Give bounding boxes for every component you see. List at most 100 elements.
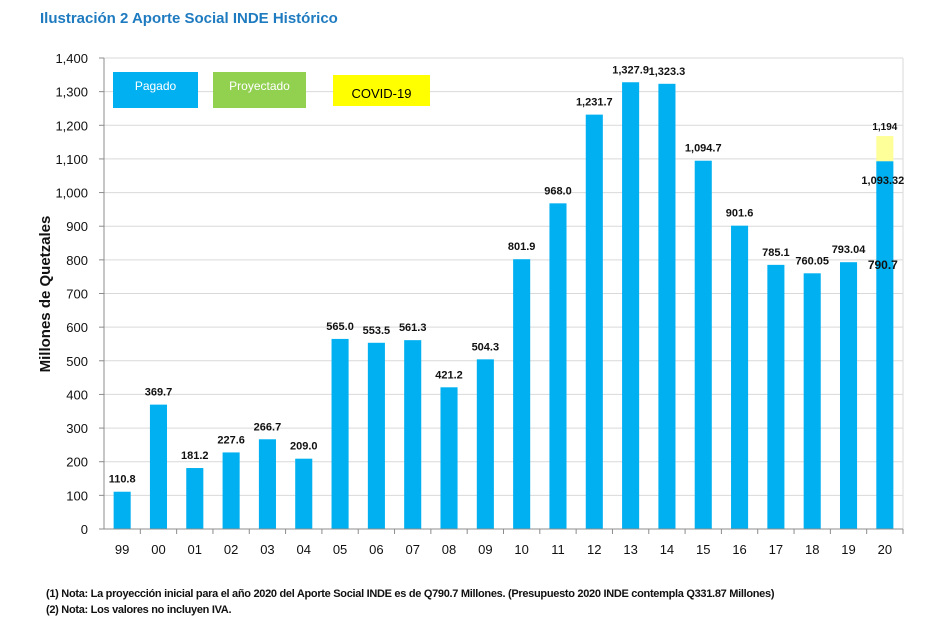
x-tick-label: 05 <box>333 542 347 557</box>
bar-pagado-00 <box>149 404 168 529</box>
legend-label-proyectado: Proyectado <box>229 79 290 93</box>
x-tick-label: 12 <box>587 542 601 557</box>
legend-label-pagado: Pagado <box>135 79 177 93</box>
footnote-2: (2) Nota: Los valores no incluyen IVA. <box>46 604 232 616</box>
legend-swatch-covid-19 <box>333 75 430 106</box>
y-axis-label: Millones de Quetzales <box>37 216 54 373</box>
x-tick-label: 13 <box>623 542 637 557</box>
bar-pagado-08 <box>440 387 458 529</box>
data-labels: 110.8 369.7 181.2 227.6 266.7 209.0 565.0 553.5… <box>109 64 905 485</box>
bar-pagado-20 <box>876 161 894 530</box>
x-tick-label: 00 <box>151 542 165 557</box>
bar-pagado-99 <box>113 491 131 529</box>
x-tick-label: 15 <box>696 542 710 557</box>
data-label: 801.9 <box>508 241 536 253</box>
bar-pagado-16 <box>731 225 749 529</box>
data-label-covid: 1,194 <box>872 122 897 133</box>
bar-pagado-06 <box>367 342 385 529</box>
y-tick-label: 900 <box>66 219 88 234</box>
x-tick-label: 19 <box>841 542 855 557</box>
y-tick-label: 1,000 <box>55 186 88 201</box>
data-label: 793.04 <box>832 244 867 256</box>
x-tick-label: 16 <box>732 542 746 557</box>
y-tick-label: 1,200 <box>55 118 88 133</box>
bar-pagado-09 <box>476 359 494 529</box>
y-tick-label: 1,400 <box>55 51 88 66</box>
x-tick-label: 02 <box>224 542 238 557</box>
y-tick-label: 600 <box>66 320 88 335</box>
x-tick-label: 10 <box>514 542 528 557</box>
data-label: 266.7 <box>254 421 282 433</box>
footnote-1: (1) Nota: La proyección inicial para el … <box>46 588 775 600</box>
y-tick-label: 400 <box>66 387 88 402</box>
x-tick-label: 11 <box>551 542 565 557</box>
data-label: 565.0 <box>326 321 354 333</box>
y-tick-label: 500 <box>66 354 88 369</box>
bar-pagado-13 <box>622 82 640 529</box>
y-tick-labels: 0 100 200 300 400 500 600 700 800 900 1,000 1,100 1,… <box>55 51 88 537</box>
data-label: 968.0 <box>544 185 572 197</box>
data-label: 504.3 <box>472 341 500 353</box>
x-tick-label: 20 <box>878 542 892 557</box>
legend-swatch-pagado <box>113 72 198 108</box>
y-tick-label: 0 <box>81 522 88 537</box>
annotation-label: 790.7 <box>868 258 898 272</box>
y-tick-label: 1,300 <box>55 85 88 100</box>
bar-pagado-02 <box>222 452 240 529</box>
bar-pagado-14 <box>658 83 676 529</box>
data-label: 1,323.3 <box>649 66 686 78</box>
y-tick-label: 300 <box>66 421 88 436</box>
x-tick-label: 99 <box>115 542 129 557</box>
data-label: 227.6 <box>217 434 245 446</box>
data-label: 369.7 <box>145 387 173 399</box>
x-tick-label: 03 <box>260 542 274 557</box>
bar-pagado-15 <box>694 160 712 529</box>
y-tick-label: 700 <box>66 287 88 302</box>
x-tick-label: 01 <box>188 542 202 557</box>
bar-chart: 01002003004005006007008009001,0001,1001,… <box>37 51 905 557</box>
y-tick-label: 200 <box>66 455 88 470</box>
bar-pagado-01 <box>186 468 204 529</box>
bar-pagado-17 <box>767 264 785 529</box>
bar-pagado-04 <box>295 458 313 529</box>
figure-title: Ilustración 2 Aporte Social INDE Históri… <box>40 10 338 27</box>
data-label: 901.6 <box>726 208 754 220</box>
x-tick-label: 17 <box>769 542 783 557</box>
legend-swatch-proyectado <box>213 72 306 108</box>
bar-pagado-18 <box>803 273 821 529</box>
data-label: 1,327.9 <box>612 64 649 76</box>
x-tick-label: 07 <box>405 542 419 557</box>
data-label: 1,093.32 <box>861 175 904 187</box>
y-tick-label: 100 <box>66 488 88 503</box>
x-tick-label: 08 <box>442 542 456 557</box>
y-tick-label: 800 <box>66 253 88 268</box>
bar-pagado-07 <box>404 340 422 529</box>
bars <box>113 82 894 530</box>
legend-label-covid-19: COVID-19 <box>352 86 412 101</box>
bar-pagado-10 <box>513 259 531 529</box>
y-tick-label: 1,100 <box>55 152 88 167</box>
bar-pagado-12 <box>585 114 603 530</box>
x-tick-label: 09 <box>478 542 492 557</box>
data-label: 181.2 <box>181 450 209 462</box>
x-tick-label: 18 <box>805 542 819 557</box>
bar-pagado-05 <box>331 338 349 529</box>
x-tick-label: 04 <box>297 542 311 557</box>
data-label: 760.05 <box>795 255 829 267</box>
x-tick-label: 14 <box>660 542 674 557</box>
data-label: 561.3 <box>399 322 427 334</box>
x-tick-label: 06 <box>369 542 383 557</box>
x-tick-labels: 99 00 01 02 03 04 05 06 07 08 09 10 11 12 13 14 15 16 17 18… <box>115 542 892 557</box>
data-label: 1,094.7 <box>685 143 722 155</box>
bar-pagado-11 <box>549 203 567 529</box>
footnotes: (1) Nota: La proyección inicial para el … <box>46 586 774 618</box>
bar-covid-20 <box>876 136 894 162</box>
bar-pagado-19 <box>839 262 858 529</box>
data-label: 209.0 <box>290 441 318 453</box>
data-label: 553.5 <box>363 325 391 337</box>
legend: Pagado Proyectado COVID-19 <box>113 72 430 108</box>
data-label: 785.1 <box>762 247 790 259</box>
bar-pagado-03 <box>258 439 276 529</box>
axes <box>99 57 904 534</box>
data-label: 110.8 <box>109 474 136 486</box>
